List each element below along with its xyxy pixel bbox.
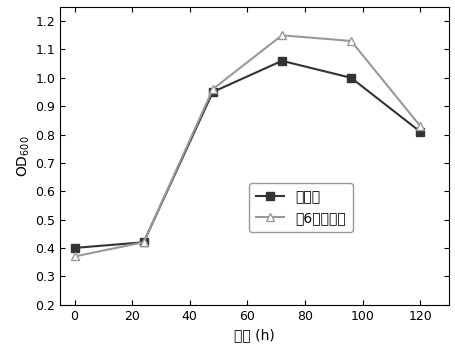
间6小时鼓泡: [210, 87, 215, 91]
间6小时鼓泡: [141, 240, 146, 244]
不鼓泡: [417, 129, 422, 134]
不鼓泡: [278, 59, 284, 63]
Line: 不鼓泡: 不鼓泡: [70, 57, 424, 252]
不鼓泡: [141, 240, 146, 244]
不鼓泡: [210, 90, 215, 94]
间6小时鼓泡: [278, 33, 284, 37]
间6小时鼓泡: [417, 124, 422, 128]
Legend: 不鼓泡, 间6小时鼓泡: 不鼓泡, 间6小时鼓泡: [249, 183, 352, 232]
Y-axis label: OD$_{600}$: OD$_{600}$: [16, 135, 32, 177]
不鼓泡: [348, 76, 353, 80]
不鼓泡: [71, 246, 77, 250]
间6小时鼓泡: [348, 39, 353, 43]
间6小时鼓泡: [71, 254, 77, 259]
X-axis label: 时间 (h): 时间 (h): [234, 328, 274, 342]
Line: 间6小时鼓泡: 间6小时鼓泡: [70, 31, 424, 261]
